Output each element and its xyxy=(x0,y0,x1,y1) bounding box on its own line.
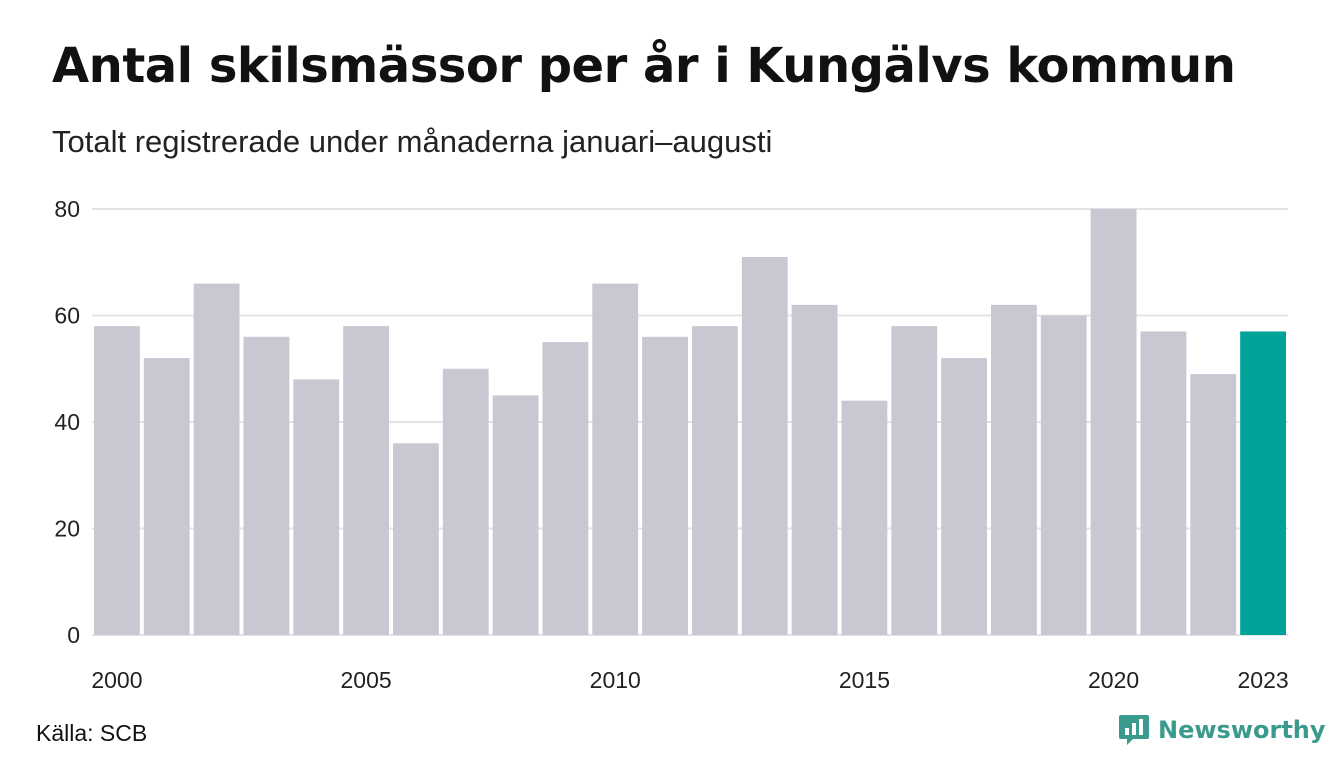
x-tick-label: 2005 xyxy=(340,667,391,693)
grid-lines xyxy=(92,208,1288,636)
bar-2016 xyxy=(891,326,938,635)
bar-2013 xyxy=(741,256,788,635)
brand-logo[interactable]: Newsworthy xyxy=(1118,713,1326,747)
bar-2018 xyxy=(991,304,1037,635)
source-note: Källa: SCB xyxy=(36,720,148,746)
bar-2001 xyxy=(143,358,190,635)
bar-2014 xyxy=(791,304,838,635)
bar-2012 xyxy=(692,326,738,635)
bar-2004 xyxy=(293,379,340,635)
x-tick-label: 2023 xyxy=(1237,667,1288,693)
bar-2023 xyxy=(1240,331,1286,635)
x-tick-label: 2010 xyxy=(590,667,641,693)
bar-2002 xyxy=(193,283,240,635)
y-tick-label: 0 xyxy=(67,622,80,648)
bar-2021 xyxy=(1140,331,1187,635)
bars xyxy=(94,209,1286,636)
chart-subtitle: Totalt registrerade under månaderna janu… xyxy=(52,124,773,159)
bar-2022 xyxy=(1190,374,1237,635)
bar-2005 xyxy=(343,326,389,635)
x-tick-label: 2020 xyxy=(1088,667,1139,693)
x-tick-label: 2000 xyxy=(91,667,142,693)
y-tick-label: 60 xyxy=(54,303,80,329)
y-tick-label: 80 xyxy=(54,196,80,222)
bar-2011 xyxy=(642,336,688,635)
y-tick-label: 40 xyxy=(54,409,80,435)
bar-2003 xyxy=(243,336,290,635)
y-axis: 0 20 40 60 80 xyxy=(54,196,80,648)
bar-2019 xyxy=(1040,315,1087,635)
x-axis: 2000 2005 2010 2015 2020 2023 xyxy=(91,667,1288,693)
bar-2015 xyxy=(841,400,888,635)
brand-name: Newsworthy xyxy=(1158,716,1326,744)
bar-2007 xyxy=(442,368,489,635)
bar-2010 xyxy=(592,283,639,635)
bar-2000 xyxy=(94,326,140,635)
chart-title: Antal skilsmässor per år i Kungälvs komm… xyxy=(52,38,1236,94)
bar-2020 xyxy=(1090,209,1137,635)
bar-2006 xyxy=(393,443,439,635)
bar-2017 xyxy=(941,358,987,635)
y-tick-label: 20 xyxy=(54,516,80,542)
x-tick-label: 2015 xyxy=(839,667,890,693)
bar-2008 xyxy=(492,395,539,636)
newsworthy-logo-icon xyxy=(1119,715,1149,745)
bar-2009 xyxy=(542,342,589,636)
